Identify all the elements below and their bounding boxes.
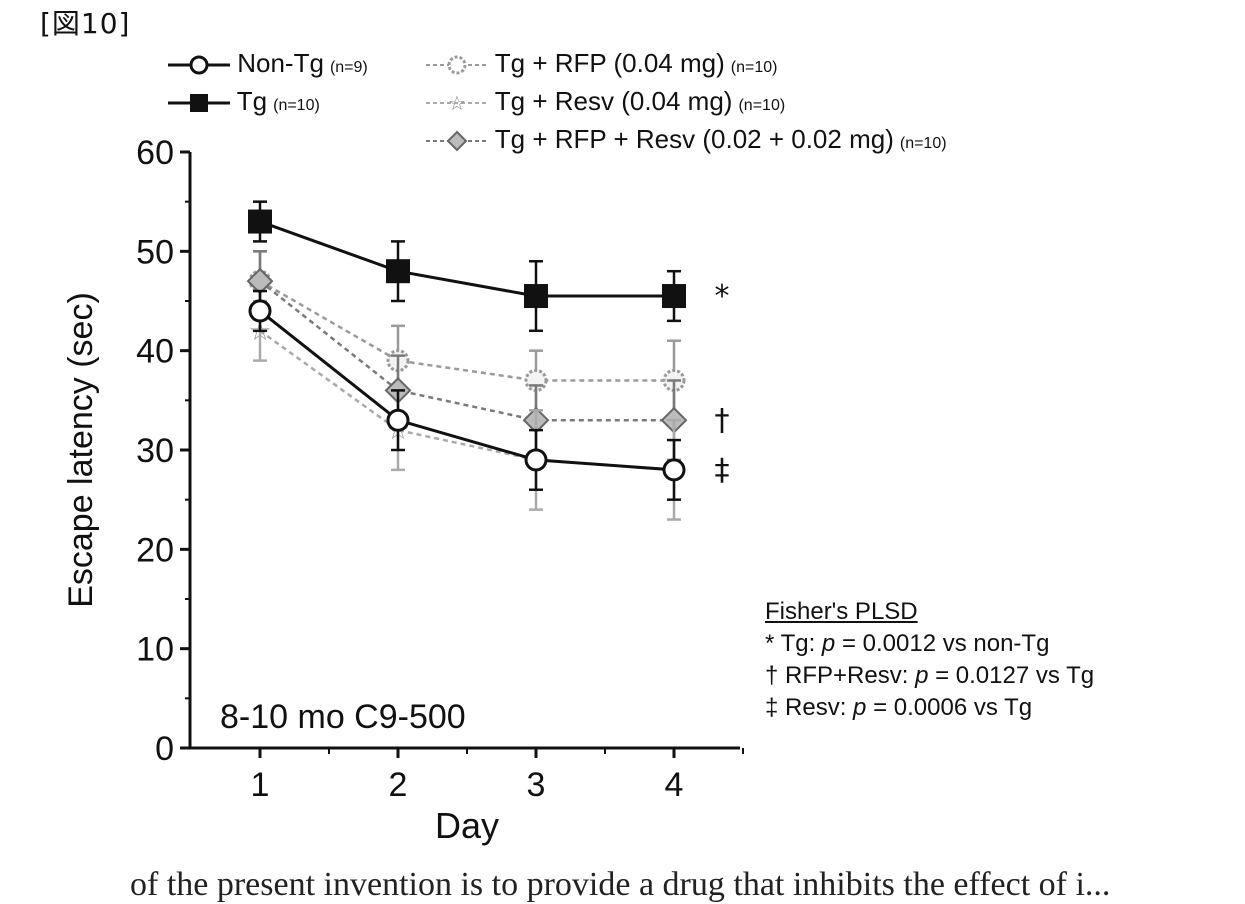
figure-label: [図10] <box>40 7 131 40</box>
y-tick-label: 60 <box>136 134 174 172</box>
legend-tg-resv: ☆ Tg + Resv (0.04 mg) (n=10) <box>426 86 785 117</box>
stats-heading: Fisher's PLSD <box>765 598 918 625</box>
legend-n-tg-rfp: (n=10) <box>730 59 778 76</box>
data-point <box>524 284 548 309</box>
data-point <box>524 448 548 472</box>
stats-p: p <box>853 694 867 721</box>
chart-annotation: 8-10 mo C9-500 <box>220 698 466 736</box>
legend-marker-tg-resv: ☆ <box>426 91 488 115</box>
data-point <box>662 284 686 309</box>
significance-marker: † <box>715 403 730 438</box>
legend-label-tg-rfp-resv: Tg + RFP + Resv (0.02 + 0.02 mg) <box>494 124 894 154</box>
data-point <box>246 267 274 295</box>
stats-value: = 0.0006 vs Tg <box>866 694 1033 721</box>
legend-marker-tg <box>168 94 230 113</box>
data-point <box>386 408 410 432</box>
legend-n-tg-resv: (n=10) <box>738 97 786 114</box>
svg-text:☆: ☆ <box>448 91 466 115</box>
y-tick-label: 50 <box>136 233 174 271</box>
plot-series: †☆☆☆☆‡* <box>246 200 730 521</box>
series-non-tg <box>248 289 686 501</box>
stats-value: = 0.0012 vs non-Tg <box>835 630 1050 657</box>
significance-marker: ‡ <box>715 453 730 488</box>
y-tick-label: 40 <box>136 333 174 371</box>
legend-tg-rfp-resv: Tg + RFP + Resv (0.02 + 0.02 mg) (n=10) <box>426 124 947 155</box>
legend-label-non-tg: Non-Tg <box>237 48 324 78</box>
stats-text: RFP+Resv: <box>785 662 916 689</box>
y-tick-label: 20 <box>136 531 174 569</box>
significance-marker: * <box>715 279 730 314</box>
y-tick-label: 10 <box>136 631 174 669</box>
axes: 0 10 20 30 40 50 60 1 2 3 4 <box>136 134 744 804</box>
stats-text: Tg: <box>780 630 822 657</box>
series-line <box>259 309 675 472</box>
series-line <box>259 220 674 298</box>
series-tg-rfp-resv-0-02-0-02-mg-: † <box>246 250 730 462</box>
stats-line-resv: ‡ Resv: p = 0.0006 vs Tg <box>765 692 1094 724</box>
y-tick-label: 0 <box>155 730 174 768</box>
x-tick-label: 3 <box>527 766 546 804</box>
x-tick-label: 1 <box>251 766 270 804</box>
legend-label-tg-rfp: Tg + RFP (0.04 mg) <box>494 48 725 78</box>
legend-marker-tg-rfp <box>426 55 488 75</box>
legend-label-tg-resv: Tg + Resv (0.04 mg) <box>494 86 733 116</box>
stats-symbol: † <box>765 662 779 689</box>
series-line <box>259 280 674 382</box>
legend-label-tg: Tg <box>236 86 268 116</box>
x-tick-label: 4 <box>665 766 684 804</box>
data-point <box>662 458 686 482</box>
stats-p: p <box>821 630 836 657</box>
legend-non-tg: Non-Tg (n=9) <box>168 48 368 79</box>
x-tick-label: 2 <box>389 766 408 804</box>
data-point <box>248 209 272 234</box>
legend-tg: Tg (n=10) <box>168 86 320 117</box>
stats-line-tg: * Tg: p = 0.0012 vs non-Tg <box>765 628 1094 660</box>
series-tg-rfp-0-04-mg- <box>248 250 686 422</box>
legend-n-tg-rfp-resv: (n=10) <box>899 135 947 152</box>
stats-text: Resv: <box>785 694 854 721</box>
series-line <box>259 280 674 422</box>
series-line <box>259 329 675 472</box>
legend-marker-tg-rfp-resv <box>426 130 488 152</box>
legend-n-tg: (n=10) <box>273 97 320 114</box>
legend-n-non-tg: (n=9) <box>329 59 368 76</box>
stats-value: = 0.0127 vs Tg <box>928 662 1095 689</box>
x-axis-label: Day <box>435 805 499 846</box>
stats-box: Fisher's PLSD * Tg: p = 0.0012 vs non-Tg… <box>765 596 1094 724</box>
legend-marker-non-tg <box>168 55 230 75</box>
data-point <box>248 299 272 323</box>
stats-p: p <box>915 662 929 689</box>
stats-line-rfp-resv: † RFP+Resv: p = 0.0127 vs Tg <box>765 660 1094 692</box>
series-tg: * <box>248 200 730 333</box>
series-tg-resv-0-04-mg-: ☆☆☆☆‡ <box>248 299 730 521</box>
footer-text: of the present invention is to provide a… <box>130 866 1111 903</box>
y-tick-label: 30 <box>136 432 174 470</box>
y-axis-label: Escape latency (sec) <box>62 292 100 608</box>
stats-symbol: ‡ <box>765 694 779 721</box>
stats-symbol: * <box>765 630 775 657</box>
data-point <box>386 259 410 284</box>
legend-tg-rfp: Tg + RFP (0.04 mg) (n=10) <box>426 48 777 79</box>
